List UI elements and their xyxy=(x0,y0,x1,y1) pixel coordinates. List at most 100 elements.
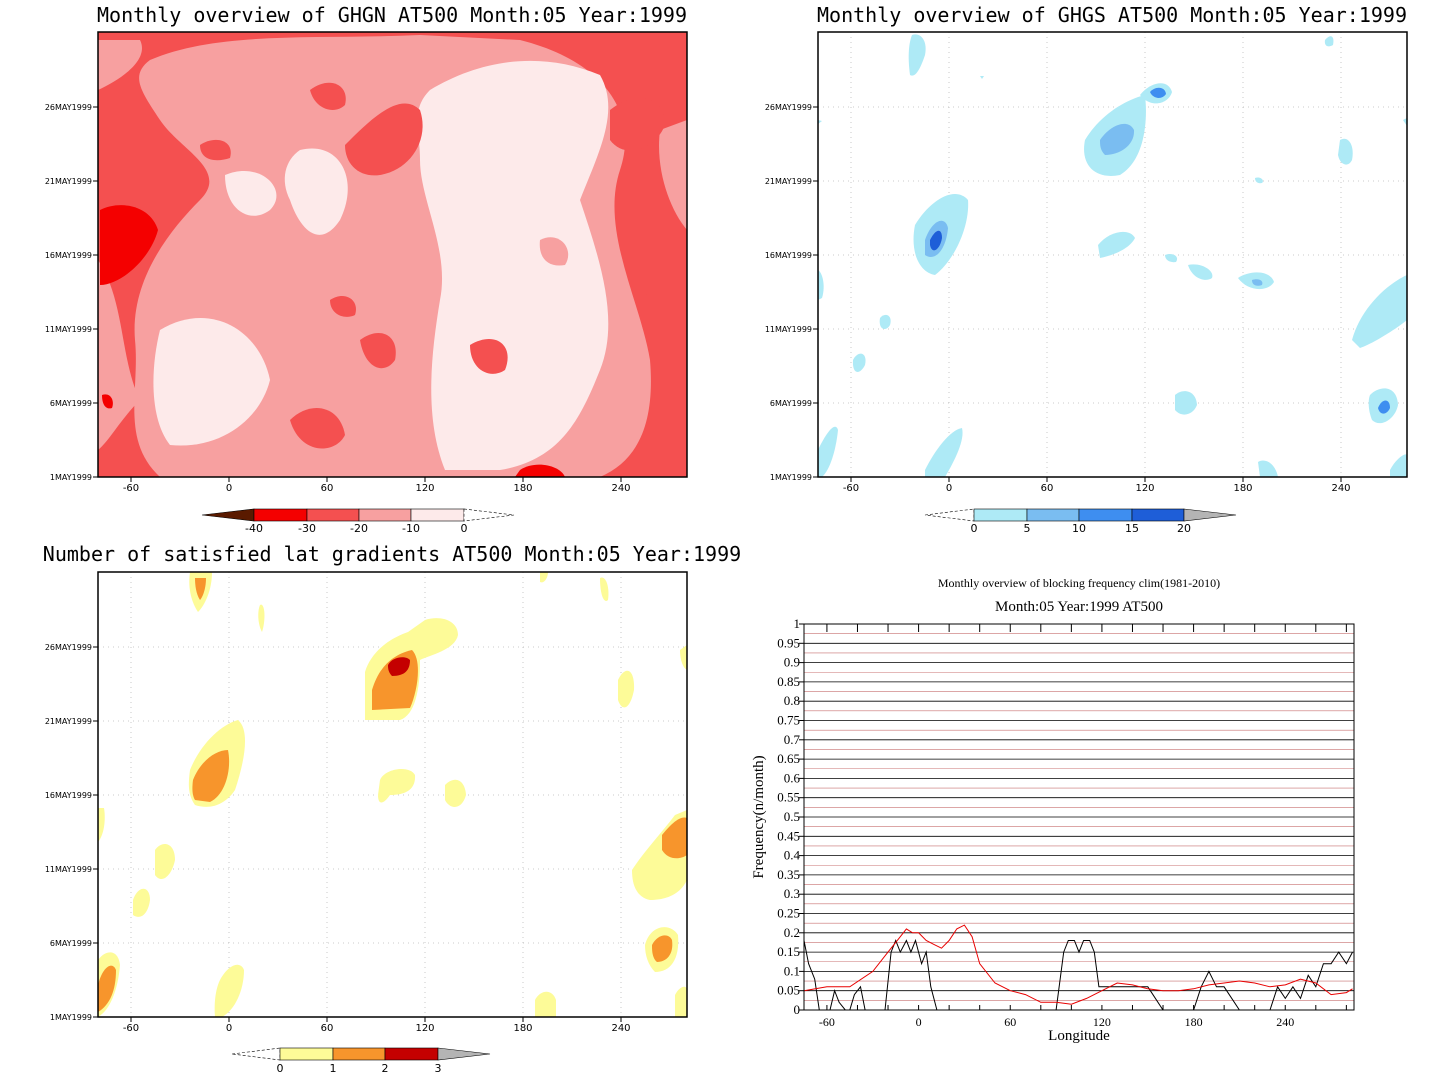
freq-y-tick-label: 0.3 xyxy=(784,886,800,901)
ghgn-x-axis: -60 0 60 120 180 240 xyxy=(123,477,631,494)
freq-y-tick-label: 0.4 xyxy=(784,848,801,863)
ghgn-y-tick: 26MAY1999 xyxy=(45,103,92,112)
lat-colorbar-label: 0 xyxy=(277,1062,284,1075)
ghgs-y-tick: 16MAY1999 xyxy=(765,251,812,260)
lat-x-tick: -60 xyxy=(123,1023,139,1034)
ghgs-x-tick: 60 xyxy=(1041,483,1054,494)
ghgn-x-tick: -60 xyxy=(123,483,139,494)
ghgn-y-tick: 1MAY1999 xyxy=(50,473,92,482)
lat-y-tick: 26MAY1999 xyxy=(45,643,92,652)
ghgs-colorbar: 0 5 10 15 20 xyxy=(924,508,1237,535)
ghgs-gridlines xyxy=(818,32,1407,477)
lat-x-tick: 240 xyxy=(611,1023,630,1034)
ghgs-colorbar-label: 5 xyxy=(1024,522,1031,535)
ghgn-x-tick: 0 xyxy=(226,483,232,494)
ghgn-y-tick: 16MAY1999 xyxy=(45,251,92,260)
ghgn-x-tick: 120 xyxy=(415,483,434,494)
ghgs-colorbar-label: 10 xyxy=(1072,522,1086,535)
freq-gridlines xyxy=(804,623,1354,1011)
lat-title: Number of satisfied lat gradients AT500 … xyxy=(43,542,741,566)
ghgn-title: Monthly overview of GHGN AT500 Month:05 … xyxy=(97,3,687,27)
ghgs-x-tick: 240 xyxy=(1331,483,1350,494)
freq-y-tick-label: 1 xyxy=(794,616,801,631)
freq-y-tick-label: 0.7 xyxy=(784,732,801,747)
lat-x-axis: -60 0 60 120 180 240 xyxy=(123,1017,631,1034)
freq-x-tick-label: 0 xyxy=(916,1015,922,1029)
ghgn-contour-field xyxy=(98,32,687,477)
ghgs-y-tick: 6MAY1999 xyxy=(770,399,812,408)
ghgn-colorbar-label: -20 xyxy=(350,522,368,535)
freq-y-tick-label: 0.8 xyxy=(784,693,800,708)
ghgs-panel: Monthly overview of GHGS AT500 Month:05 … xyxy=(765,3,1408,535)
freq-y-tick-label: 0.35 xyxy=(777,867,800,882)
freq-y-tick-label: 0.45 xyxy=(777,828,800,843)
ghgs-x-axis: -60 0 60 120 180 240 xyxy=(843,477,1351,494)
freq-x-tick-label: 180 xyxy=(1185,1015,1203,1029)
ghgs-contour-field xyxy=(818,34,1407,477)
ghgn-colorbar-label: 0 xyxy=(461,522,468,535)
ghgn-y-axis: 1MAY1999 6MAY1999 11MAY1999 16MAY1999 21… xyxy=(45,103,98,482)
ghgn-x-tick: 60 xyxy=(321,483,334,494)
ghgn-y-tick: 11MAY1999 xyxy=(45,325,92,334)
freq-y-tick-label: 0.9 xyxy=(784,655,800,670)
freq-y-tick-label: 0.5 xyxy=(784,809,800,824)
freq-subtitle: Month:05 Year:1999 AT500 xyxy=(995,599,1163,615)
lat-y-tick: 1MAY1999 xyxy=(50,1013,92,1022)
ghgn-x-tick: 240 xyxy=(611,483,630,494)
ghgn-y-tick: 21MAY1999 xyxy=(45,177,92,186)
freq-y-tick-label: 0.05 xyxy=(777,983,800,998)
freq-x-axis: -60 0 60 120 180 240 xyxy=(819,624,1347,1029)
lat-colorbar-label: 1 xyxy=(330,1062,337,1075)
ghgs-x-tick: 180 xyxy=(1233,483,1252,494)
ghgs-x-tick: 0 xyxy=(946,483,952,494)
ghgs-y-tick: 1MAY1999 xyxy=(770,473,812,482)
freq-panel: Monthly overview of blocking frequency c… xyxy=(751,576,1355,1044)
freq-plot-frame xyxy=(803,623,1355,1011)
lat-contour-field xyxy=(98,572,687,1017)
freq-y-tick-label: 0.1 xyxy=(784,963,800,978)
lat-panel: Number of satisfied lat gradients AT500 … xyxy=(43,542,741,1075)
ghgn-colorbar-label: -30 xyxy=(298,522,316,535)
freq-x-tick-label: -60 xyxy=(819,1015,835,1029)
lat-x-tick: 0 xyxy=(226,1023,232,1034)
freq-title: Monthly overview of blocking frequency c… xyxy=(938,576,1220,590)
lat-x-tick: 120 xyxy=(415,1023,434,1034)
ghgs-title: Monthly overview of GHGS AT500 Month:05 … xyxy=(817,3,1407,27)
freq-x-tick-label: 120 xyxy=(1093,1015,1111,1029)
ghgs-x-tick: 120 xyxy=(1135,483,1154,494)
freq-y-tick-label: 0.2 xyxy=(784,925,800,940)
lat-y-tick: 21MAY1999 xyxy=(45,717,92,726)
lat-y-tick: 16MAY1999 xyxy=(45,791,92,800)
freq-y-tick-label: 0.95 xyxy=(777,635,800,650)
lat-colorbar: 0 1 2 3 xyxy=(231,1047,491,1075)
freq-y-tick-label: 0.55 xyxy=(777,790,800,805)
ghgn-y-tick: 6MAY1999 xyxy=(50,399,92,408)
ghgn-colorbar-label: -40 xyxy=(245,522,263,535)
ghgs-y-tick: 26MAY1999 xyxy=(765,103,812,112)
ghgs-y-tick: 21MAY1999 xyxy=(765,177,812,186)
freq-y-axis-label: Frequency(n/month) xyxy=(751,755,767,878)
freq-x-tick-label: 240 xyxy=(1276,1015,1294,1029)
freq-y-tick-label: 0.85 xyxy=(777,674,800,689)
ghgs-colorbar-label: 15 xyxy=(1125,522,1139,535)
ghgs-y-tick: 11MAY1999 xyxy=(765,325,812,334)
freq-y-tick-label: 0 xyxy=(794,1002,801,1017)
lat-y-axis: 1MAY1999 6MAY1999 11MAY1999 16MAY1999 21… xyxy=(45,643,98,1022)
freq-y-tick-label: 0.75 xyxy=(777,713,800,728)
freq-y-tick-label: 0.15 xyxy=(777,944,800,959)
freq-x-tick-label: 60 xyxy=(1004,1015,1016,1029)
lat-colorbar-label: 3 xyxy=(435,1062,442,1075)
ghgn-x-tick: 180 xyxy=(513,483,532,494)
ghgs-colorbar-label: 0 xyxy=(971,522,978,535)
lat-y-tick: 6MAY1999 xyxy=(50,939,92,948)
freq-y-tick-label: 0.65 xyxy=(777,751,800,766)
ghgn-colorbar-label: -10 xyxy=(402,522,420,535)
lat-y-tick: 11MAY1999 xyxy=(45,865,92,874)
ghgs-x-tick: -60 xyxy=(843,483,859,494)
freq-y-tick-label: 0.6 xyxy=(784,770,801,785)
lat-x-tick: 60 xyxy=(321,1023,334,1034)
freq-x-axis-label: Longitude xyxy=(1048,1028,1110,1044)
freq-y-tick-label: 0.25 xyxy=(777,906,800,921)
ghgs-colorbar-label: 20 xyxy=(1177,522,1191,535)
